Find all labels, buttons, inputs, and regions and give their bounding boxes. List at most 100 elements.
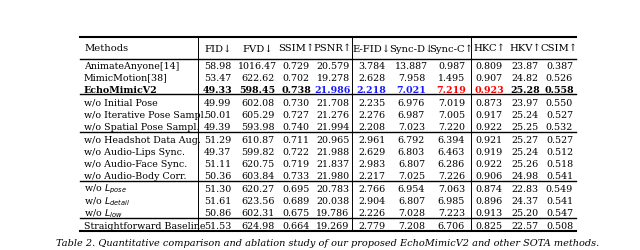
Text: 0.825: 0.825 — [476, 221, 503, 230]
Text: 22.83: 22.83 — [511, 184, 539, 193]
Text: 51.11: 51.11 — [204, 159, 231, 168]
Text: 50.36: 50.36 — [204, 171, 232, 180]
Text: 49.33: 49.33 — [203, 85, 233, 94]
Text: 2.628: 2.628 — [358, 73, 385, 82]
Text: Methods: Methods — [85, 44, 129, 53]
Text: 20.038: 20.038 — [316, 196, 349, 205]
Text: 599.82: 599.82 — [241, 147, 275, 156]
Text: 6.976: 6.976 — [398, 98, 425, 107]
Text: 0.896: 0.896 — [476, 196, 503, 205]
Text: 6.803: 6.803 — [398, 147, 425, 156]
Text: 602.31: 602.31 — [241, 208, 275, 217]
Text: 624.98: 624.98 — [241, 221, 275, 230]
Text: 7.226: 7.226 — [438, 171, 465, 180]
Text: Table 2. Quantitative comparison and ablation study of our proposed EchoMimicV2 : Table 2. Quantitative comparison and abl… — [56, 238, 600, 247]
Text: 7.021: 7.021 — [397, 85, 426, 94]
Text: 0.664: 0.664 — [283, 221, 310, 230]
Text: 6.985: 6.985 — [438, 196, 465, 205]
Text: 0.722: 0.722 — [283, 147, 310, 156]
Text: 51.30: 51.30 — [204, 184, 232, 193]
Text: 0.527: 0.527 — [546, 135, 573, 144]
Text: 6.987: 6.987 — [398, 110, 425, 119]
Text: 0.922: 0.922 — [476, 122, 503, 131]
Text: 2.766: 2.766 — [358, 184, 385, 193]
Text: HKC↑: HKC↑ — [473, 44, 505, 53]
Text: 0.387: 0.387 — [546, 61, 573, 70]
Text: 0.695: 0.695 — [283, 184, 310, 193]
Text: 7.220: 7.220 — [438, 122, 465, 131]
Text: 7.019: 7.019 — [438, 98, 465, 107]
Text: 1.495: 1.495 — [438, 73, 465, 82]
Text: 25.26: 25.26 — [511, 159, 539, 168]
Text: 6.286: 6.286 — [438, 159, 465, 168]
Text: 620.75: 620.75 — [241, 159, 275, 168]
Text: 0.532: 0.532 — [546, 122, 573, 131]
Text: 0.527: 0.527 — [546, 110, 573, 119]
Text: 2.208: 2.208 — [358, 122, 385, 131]
Text: 0.907: 0.907 — [476, 73, 503, 82]
Text: 0.711: 0.711 — [283, 135, 310, 144]
Text: 0.508: 0.508 — [546, 221, 573, 230]
Text: 0.809: 0.809 — [476, 61, 503, 70]
Text: 21.276: 21.276 — [316, 110, 349, 119]
Text: 23.87: 23.87 — [511, 61, 539, 70]
Text: 2.904: 2.904 — [358, 196, 385, 205]
Text: 58.98: 58.98 — [204, 61, 232, 70]
Text: AnimateAnyone[14]: AnimateAnyone[14] — [84, 61, 179, 70]
Text: 51.29: 51.29 — [204, 135, 232, 144]
Text: 1016.47: 1016.47 — [238, 61, 277, 70]
Text: 0.541: 0.541 — [546, 171, 573, 180]
Text: 20.965: 20.965 — [316, 135, 349, 144]
Text: 0.512: 0.512 — [546, 147, 573, 156]
Text: 0.923: 0.923 — [474, 85, 504, 94]
Text: 0.922: 0.922 — [476, 159, 503, 168]
Text: 21.837: 21.837 — [316, 159, 349, 168]
Text: 21.994: 21.994 — [316, 122, 349, 131]
Text: 51.53: 51.53 — [204, 221, 232, 230]
Text: 0.541: 0.541 — [546, 196, 573, 205]
Text: 21.986: 21.986 — [315, 85, 351, 94]
Text: 0.906: 0.906 — [476, 171, 503, 180]
Text: 0.919: 0.919 — [476, 147, 503, 156]
Text: 24.82: 24.82 — [511, 73, 538, 82]
Text: 603.84: 603.84 — [241, 171, 275, 180]
Text: 2.226: 2.226 — [358, 208, 385, 217]
Text: 19.269: 19.269 — [316, 221, 349, 230]
Text: 7.023: 7.023 — [398, 122, 425, 131]
Text: 25.20: 25.20 — [511, 208, 539, 217]
Text: 0.740: 0.740 — [283, 122, 310, 131]
Text: 0.913: 0.913 — [476, 208, 503, 217]
Text: 6.807: 6.807 — [398, 196, 425, 205]
Text: MimicMotion[38]: MimicMotion[38] — [84, 73, 168, 82]
Text: 0.917: 0.917 — [476, 110, 503, 119]
Text: 6.394: 6.394 — [438, 135, 465, 144]
Text: w/o Initial Pose: w/o Initial Pose — [84, 98, 157, 107]
Text: 6.463: 6.463 — [438, 147, 465, 156]
Text: EchoMimicV2: EchoMimicV2 — [84, 85, 157, 94]
Text: FID↓: FID↓ — [204, 44, 232, 53]
Text: Straightforward Baseline: Straightforward Baseline — [84, 221, 205, 230]
Text: w/o Iterative Pose Sampl.: w/o Iterative Pose Sampl. — [84, 110, 207, 119]
Text: SSIM↑: SSIM↑ — [278, 44, 314, 53]
Text: 49.39: 49.39 — [204, 122, 232, 131]
Text: 0.874: 0.874 — [476, 184, 502, 193]
Text: 21.988: 21.988 — [316, 147, 349, 156]
Text: 622.62: 622.62 — [241, 73, 275, 82]
Text: 2.218: 2.218 — [356, 85, 387, 94]
Text: 0.719: 0.719 — [283, 159, 310, 168]
Text: 2.983: 2.983 — [358, 159, 385, 168]
Text: 6.706: 6.706 — [438, 221, 465, 230]
Text: 13.887: 13.887 — [395, 61, 428, 70]
Text: PSNR↑: PSNR↑ — [314, 44, 352, 53]
Text: 22.57: 22.57 — [511, 221, 539, 230]
Text: w/o Spatial Pose Sampl.: w/o Spatial Pose Sampl. — [84, 122, 200, 131]
Text: 0.987: 0.987 — [438, 61, 465, 70]
Text: 0.518: 0.518 — [546, 159, 573, 168]
Text: 53.47: 53.47 — [204, 73, 232, 82]
Text: 610.87: 610.87 — [241, 135, 275, 144]
Text: 20.783: 20.783 — [316, 184, 349, 193]
Text: w/o $L_\mathit{pose}$: w/o $L_\mathit{pose}$ — [84, 182, 127, 195]
Text: 0.873: 0.873 — [476, 98, 503, 107]
Text: 0.549: 0.549 — [546, 184, 573, 193]
Text: 49.37: 49.37 — [204, 147, 232, 156]
